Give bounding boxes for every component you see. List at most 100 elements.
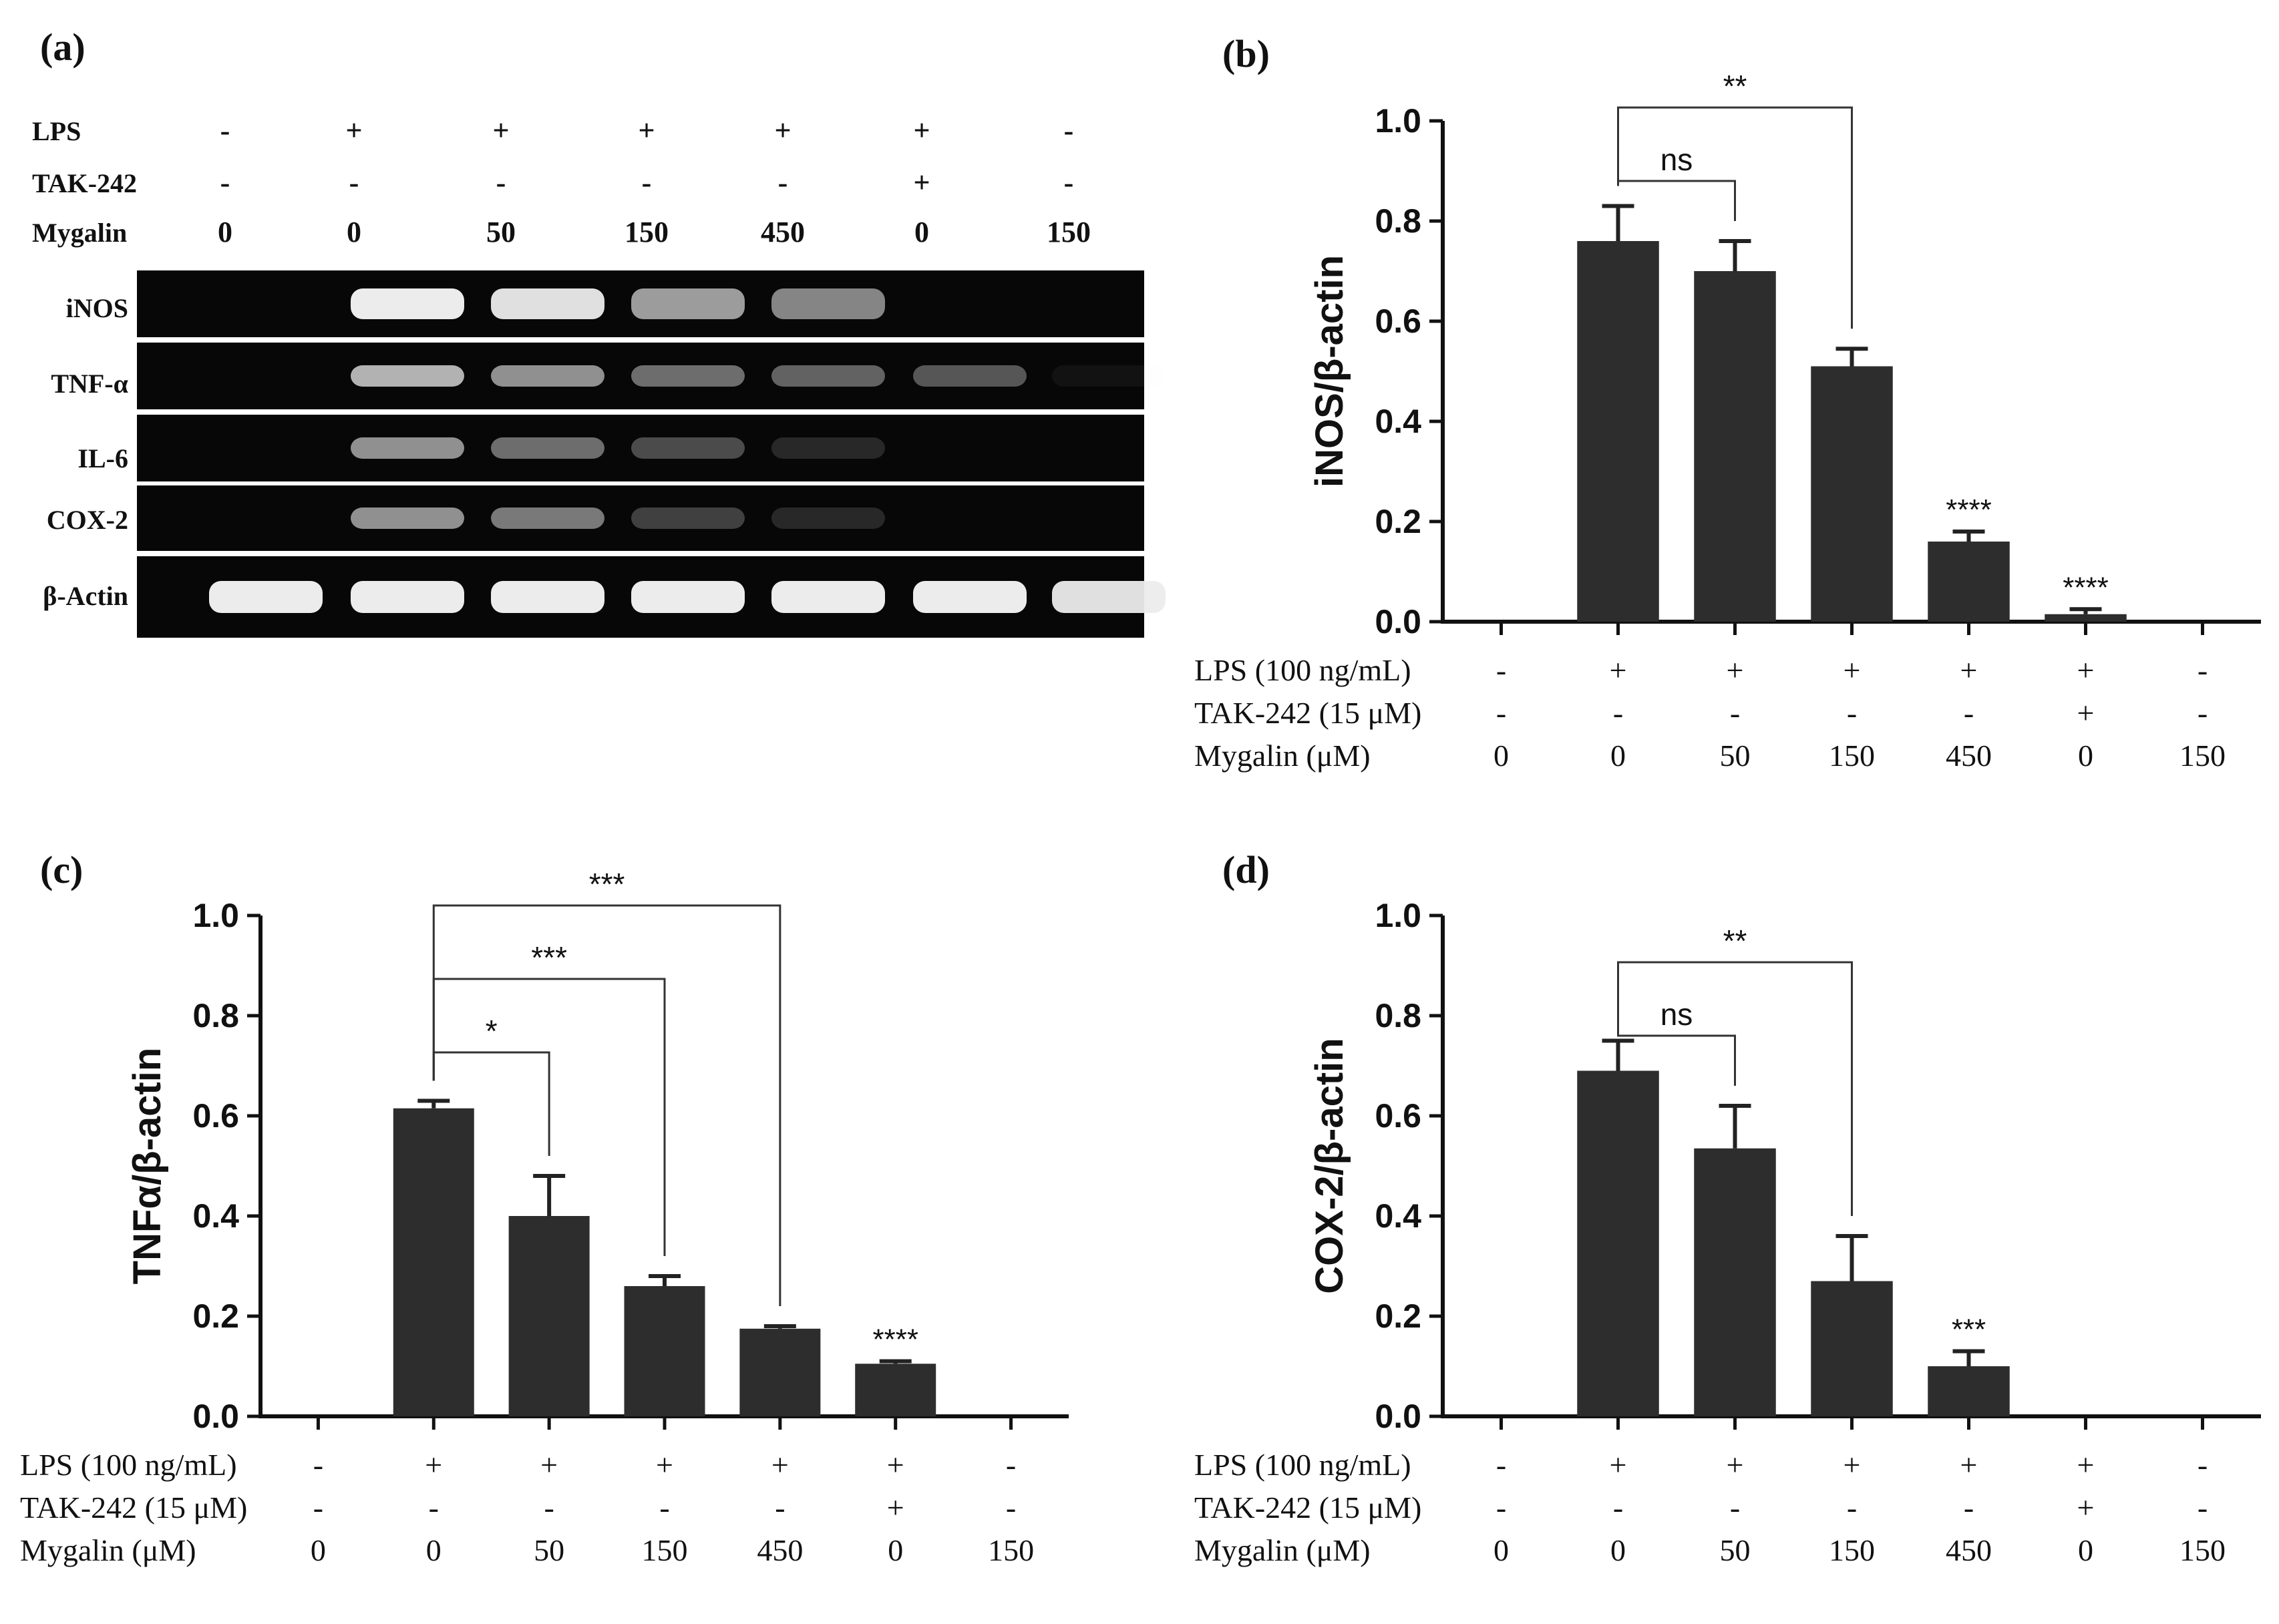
gel-band: [491, 288, 604, 319]
y-tick-label: 0.6: [1375, 302, 1421, 340]
condition-cell: -: [2198, 653, 2208, 687]
condition-cell: 0: [1610, 1533, 1626, 1567]
gel-condition-cell: +: [913, 166, 930, 199]
condition-cell: 0: [426, 1533, 442, 1567]
gel-band: [491, 365, 604, 387]
bar: [1811, 1281, 1893, 1416]
gel-band: [1052, 365, 1166, 387]
y-tick-label: 0.0: [1375, 603, 1421, 640]
chart-cox2: 0.0 0.2 0.4 0.6 0.8 1.0 COX-2/β-actin *** ns ** LP…: [1194, 897, 2261, 1567]
gel-condition-cell: -: [220, 114, 230, 147]
panel-label-c: (c): [40, 848, 83, 891]
condition-cell: -: [2198, 1490, 2208, 1525]
gel-condition-cell: +: [913, 114, 930, 147]
gel-condition-cell: -: [642, 166, 652, 199]
comparison-bracket: [1617, 1020, 1736, 1086]
condition-cell: 0: [1610, 739, 1626, 773]
y-tick-label: 0.6: [1375, 1097, 1421, 1135]
bar: [1577, 1070, 1659, 1416]
condition-cell: +: [1844, 1448, 1861, 1482]
condition-cell: +: [2077, 696, 2095, 730]
condition-cell: -: [544, 1490, 554, 1525]
condition-cell: 150: [2179, 1533, 2226, 1567]
gel-condition-cell: 150: [625, 216, 669, 248]
gel-condition-cell: -: [220, 166, 230, 199]
panel-label-b: (b): [1222, 32, 1270, 75]
gel-band: [631, 508, 745, 529]
condition-cell: -: [313, 1448, 323, 1482]
gel-row-label: TAK-242: [32, 168, 137, 198]
gel-strip: [137, 485, 1144, 551]
y-tick-label: 0.2: [1375, 503, 1421, 540]
condition-cell: +: [1727, 653, 1744, 687]
condition-cell: +: [540, 1448, 558, 1482]
y-tick-label: 0.2: [1375, 1297, 1421, 1335]
significance-label: ****: [2063, 571, 2109, 604]
bar: [1811, 366, 1893, 622]
y-tick-label: 1.0: [192, 897, 239, 934]
y-tick-label: 0.0: [192, 1398, 239, 1435]
condition-row-label: TAK-242 (15 μM): [1194, 696, 1421, 730]
bracket-label: ns: [1660, 142, 1693, 177]
y-tick-label: 0.4: [192, 1197, 239, 1235]
significance-label: ****: [872, 1324, 918, 1356]
bar: [1928, 542, 2010, 622]
comparison-bracket: [1617, 180, 1736, 221]
gel-condition-cell: -: [778, 166, 788, 199]
y-tick-label: 0.2: [192, 1297, 239, 1335]
bracket-label: ***: [589, 867, 625, 901]
y-tick-label: 1.0: [1375, 897, 1421, 934]
gel-band: [913, 581, 1027, 613]
gel-condition-cell: 150: [1047, 216, 1091, 248]
condition-cell: 0: [311, 1533, 326, 1567]
panel-label-a: (a): [40, 25, 85, 69]
chart-inos: 0.0 0.2 0.4 0.6 0.8 1.0 iNOS/β-actin **** **** ns…: [1194, 69, 2261, 773]
condition-cell: -: [1496, 696, 1506, 730]
condition-cell: -: [1730, 696, 1740, 730]
y-axis-title: COX-2/β-actin: [1308, 1038, 1351, 1293]
condition-row-label: TAK-242 (15 μM): [20, 1490, 247, 1525]
condition-cell: -: [659, 1490, 669, 1525]
gel-band-label: TNF-α: [51, 369, 128, 399]
condition-cell: -: [1006, 1490, 1016, 1525]
condition-cell: -: [429, 1490, 439, 1525]
condition-cell: -: [1613, 1490, 1623, 1525]
gel-condition-cell: 50: [486, 216, 516, 248]
condition-cell: 150: [1829, 1533, 1875, 1567]
gel-condition-cell: +: [345, 114, 362, 147]
gel-band-label: COX-2: [47, 505, 128, 535]
condition-row-label: LPS (100 ng/mL): [1194, 1448, 1411, 1482]
gel-row-label: Mygalin: [32, 218, 127, 248]
condition-cell: +: [1960, 653, 1978, 687]
gel-condition-cell: +: [638, 114, 655, 147]
bracket-label: **: [1723, 924, 1747, 958]
gel-condition-cell: -: [1064, 166, 1074, 199]
gel-band: [631, 288, 745, 319]
condition-cell: 0: [888, 1533, 903, 1567]
y-tick-label: 0.4: [1375, 403, 1421, 440]
bar: [1928, 1366, 2010, 1416]
condition-cell: -: [775, 1490, 785, 1525]
gel-band: [771, 437, 885, 459]
y-tick-label: 0.8: [1375, 202, 1421, 240]
gel-condition-cell: 0: [914, 216, 929, 248]
condition-cell: +: [887, 1448, 904, 1482]
condition-cell: 0: [2078, 739, 2093, 773]
gel-band-label: iNOS: [66, 293, 128, 323]
bar: [1694, 271, 1776, 622]
gel-condition-cell: +: [492, 114, 509, 147]
gel-band: [631, 365, 745, 387]
gel-band: [631, 437, 745, 459]
condition-cell: 150: [988, 1533, 1034, 1567]
comparison-bracket: [1617, 106, 1853, 329]
gel-band: [491, 437, 604, 459]
gel-strip: [137, 415, 1144, 481]
bar: [1577, 241, 1659, 622]
gel-band: [913, 365, 1027, 387]
gel-condition-table: LPS - + + + + + - TAK-242 - - - - - + - Mygalin 0 0 50 150 45…: [32, 114, 1091, 248]
y-tick-label: 1.0: [1375, 102, 1421, 140]
condition-cell: -: [1496, 653, 1506, 687]
gel-band-label: β-Actin: [43, 581, 128, 611]
condition-cell: -: [1496, 1490, 1506, 1525]
